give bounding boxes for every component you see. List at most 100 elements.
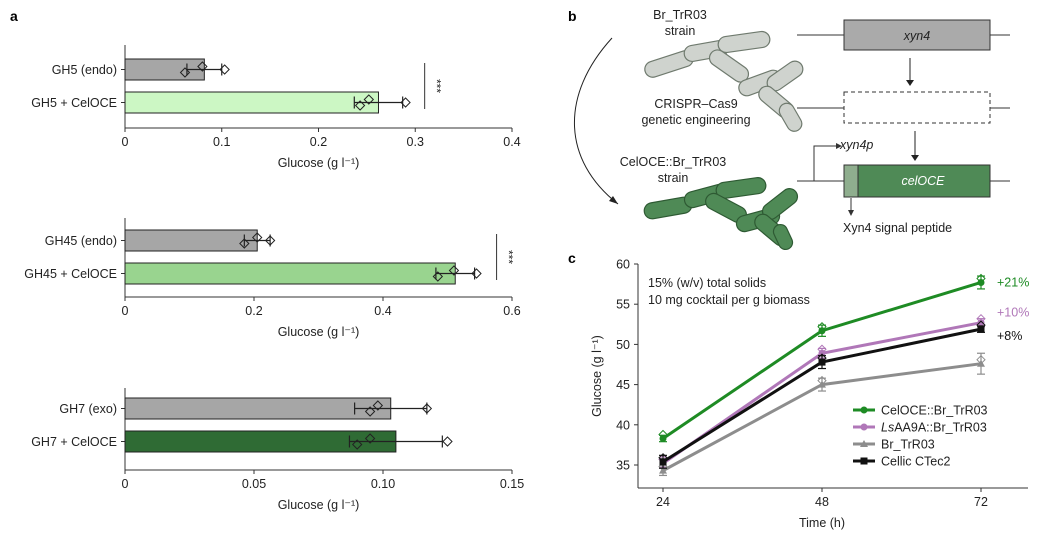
x-axis-label: Glucose (g l⁻¹) <box>278 156 360 170</box>
x-tick-label: 0.10 <box>371 477 395 491</box>
series-end-label: +10% <box>997 306 1029 320</box>
data-point <box>421 403 433 414</box>
legend-label-italic: Ls <box>881 421 894 435</box>
data-point <box>448 265 460 276</box>
method-line1: CRISPR–Cas9 <box>654 97 737 111</box>
legend-marker <box>860 457 868 465</box>
x-tick-label: 0.3 <box>407 135 424 149</box>
panel-label-a: a <box>10 8 18 24</box>
panel-label-c: c <box>568 250 576 266</box>
category-label: GH7 (exo) <box>59 402 117 416</box>
gene-box-celoce <box>843 164 991 198</box>
hyphae-icon-bottom <box>643 177 799 251</box>
y-tick-label: 45 <box>616 378 630 392</box>
deleted-gene-box <box>843 91 991 124</box>
replicate-point <box>976 320 986 330</box>
legend-marker <box>860 406 868 414</box>
engineering-diagram: Br_TrR03 strain CRISPR–Cas9 genetic engi… <box>573 8 1010 251</box>
replicate-point <box>817 353 827 363</box>
significance-label: *** <box>502 250 516 264</box>
replicate-point <box>658 429 668 440</box>
x-tick-label: 0.2 <box>310 135 327 149</box>
legend-label: LsAA9A::Br_TrR03 <box>881 421 987 435</box>
y-tick-label: 50 <box>616 338 630 352</box>
annotation: 15% (w/v) total solids <box>648 276 766 290</box>
promoter-arrow-head <box>836 143 842 149</box>
strain-bottom-line2: strain <box>658 171 689 185</box>
x-tick-label: 48 <box>815 495 829 509</box>
bar <box>124 91 379 114</box>
data-point <box>354 100 366 111</box>
panel-label-b: b <box>568 8 577 24</box>
x-tick-label: 0.05 <box>242 477 266 491</box>
curved-arrow <box>573 37 619 205</box>
x-axis-label: Glucose (g l⁻¹) <box>278 325 360 339</box>
legend-marker <box>860 440 868 447</box>
hyphae-icon-top <box>644 30 804 132</box>
data-point <box>364 433 376 444</box>
category-label: GH7 + CelOCE <box>31 435 117 449</box>
replicate-point <box>658 461 668 472</box>
bar <box>124 262 456 285</box>
line-chart-glucose-time: 35 40 45 50 55 60 24 48 72 Time (h) Glucose (g l⁻¹… <box>590 258 1029 531</box>
signal-pointer-head <box>848 210 854 216</box>
replicate-point <box>658 453 668 463</box>
method-line2: genetic engineering <box>641 113 750 127</box>
x-tick-label: 0.1 <box>213 135 230 149</box>
y-axis-label: Glucose (g l⁻¹) <box>590 335 604 417</box>
significance-label: *** <box>430 79 444 93</box>
x-tick-label: 0 <box>122 304 129 318</box>
legend-label-text: Br_TrR03 <box>881 438 935 452</box>
gene-label-xyn4: xyn4 <box>903 29 930 43</box>
y-tick-label: 40 <box>616 418 630 432</box>
legend-label: Br_TrR03 <box>881 438 935 452</box>
annotation: 10 mg cocktail per g biomass <box>648 293 810 307</box>
x-tick-label: 0.6 <box>503 304 520 318</box>
x-tick-label: 0.4 <box>503 135 520 149</box>
category-label: GH5 (endo) <box>52 63 117 77</box>
data-point <box>179 67 191 78</box>
data-point <box>471 268 482 279</box>
x-axis-label: Glucose (g l⁻¹) <box>278 498 360 512</box>
x-tick-label: 0.15 <box>500 477 524 491</box>
promoter-label: xyn4p <box>839 138 873 152</box>
data-point <box>364 406 376 417</box>
category-label: GH45 + CelOCE <box>24 267 117 281</box>
series-end-label: +21% <box>997 275 1029 289</box>
legend-marker <box>860 423 868 431</box>
data-point <box>219 64 230 75</box>
legend-label-text: AA9A::Br_TrR03 <box>894 421 987 435</box>
replicate-point <box>976 273 986 284</box>
data-point <box>197 61 208 72</box>
data-point <box>351 439 363 450</box>
strain-top-line2: strain <box>665 24 696 38</box>
x-tick-label: 0.2 <box>245 304 262 318</box>
arrow-1-head <box>906 80 914 86</box>
series-end-label: +8% <box>997 329 1022 343</box>
curved-arrow-head <box>609 196 618 204</box>
bar-chart-gh45: 0 0.2 0.4 0.6 Glucose (g l⁻¹) GH45 (endo) GH45… <box>24 218 521 339</box>
replicate-point <box>817 375 827 386</box>
bar-chart-gh7: 0 0.05 0.10 0.15 Glucose (g l⁻¹) GH7 (exo) GH7… <box>31 388 524 512</box>
strain-bottom-line1: CelOCE::Br_TrR03 <box>620 155 727 169</box>
category-label: GH45 (endo) <box>45 234 117 248</box>
y-tick-label: 35 <box>616 459 630 473</box>
replicate-point <box>817 322 827 332</box>
x-tick-label: 0.4 <box>374 304 391 318</box>
replicate-point <box>976 354 986 365</box>
gene-label-celoce: celOCE <box>901 174 945 188</box>
bar <box>124 229 258 252</box>
legend-label: CelOCE::Br_TrR03 <box>881 404 988 418</box>
signal-label: Xyn4 signal peptide <box>843 221 952 235</box>
bar-chart-gh5: 0 0.1 0.2 0.3 0.4 Glucose (g l⁻¹) GH5 (endo) GH… <box>31 45 521 170</box>
data-point <box>442 436 453 447</box>
data-point <box>372 400 384 411</box>
replicate-point <box>817 344 827 354</box>
data-point <box>363 94 375 105</box>
x-tick-label: 72 <box>974 495 988 509</box>
y-tick-label: 55 <box>616 298 630 312</box>
x-axis-label: Time (h) <box>799 516 845 530</box>
y-tick-label: 60 <box>616 258 630 272</box>
legend-label-text: Cellic CTec2 <box>881 455 951 469</box>
